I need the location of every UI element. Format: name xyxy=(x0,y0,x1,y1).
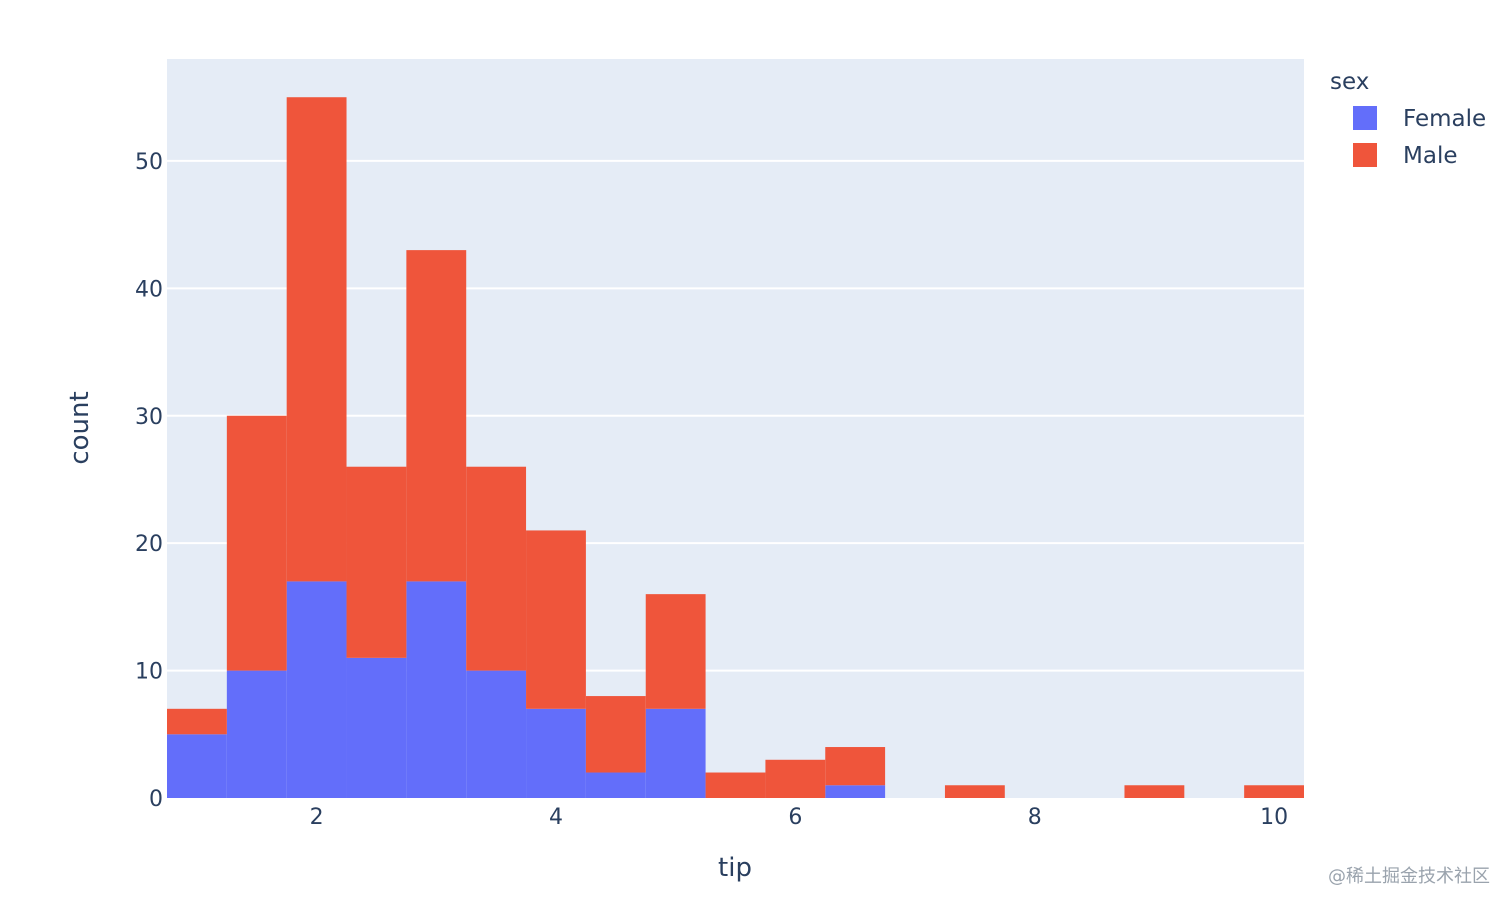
bar-female-bin-11 xyxy=(825,785,886,798)
bar-male-bin-16 xyxy=(1124,785,1185,798)
legend-swatch-female xyxy=(1353,106,1377,130)
legend-swatch-male xyxy=(1353,143,1377,167)
bar-male-bin-7 xyxy=(585,696,646,773)
bar-female-bin-5 xyxy=(466,670,527,798)
legend-title: sex xyxy=(1330,69,1369,95)
x-tick-label: 2 xyxy=(310,805,324,830)
bar-male-bin-18 xyxy=(1244,785,1304,798)
bar-male-bin-3 xyxy=(346,466,407,658)
bar-male-bin-8 xyxy=(645,594,706,709)
x-tick-label: 4 xyxy=(549,805,563,830)
legend-label-female: Female xyxy=(1403,106,1486,132)
bar-female-bin-8 xyxy=(645,708,706,798)
y-tick-label: 20 xyxy=(135,532,163,557)
y-tick-label: 50 xyxy=(135,150,163,175)
bar-female-bin-6 xyxy=(526,708,586,798)
bar-male-bin-1 xyxy=(226,415,287,671)
bar-female-bin-2 xyxy=(286,581,347,798)
bar-male-bin-2 xyxy=(286,97,347,582)
bar-female-bin-7 xyxy=(585,772,646,798)
bar-female-bin-0 xyxy=(167,734,227,798)
bar-male-bin-9 xyxy=(705,772,766,798)
x-axis-title: tip xyxy=(718,853,752,883)
legend-items: Female Male xyxy=(1353,106,1486,169)
bar-male-bin-10 xyxy=(765,759,826,798)
x-tick-label: 6 xyxy=(788,805,802,830)
bar-male-bin-5 xyxy=(466,466,527,671)
y-tick-label: 10 xyxy=(135,660,163,685)
legend: sex Female Male xyxy=(1330,69,1486,169)
bar-female-bin-3 xyxy=(346,657,407,798)
bar-male-bin-6 xyxy=(526,530,586,709)
bar-male-bin-4 xyxy=(406,250,467,582)
bar-male-bin-11 xyxy=(825,747,886,786)
y-tick-label: 30 xyxy=(135,405,163,430)
x-tick-label: 10 xyxy=(1260,805,1288,830)
bar-male-bin-13 xyxy=(944,785,1005,798)
y-axis-ticks: 0 10 20 30 40 50 xyxy=(135,150,163,812)
legend-label-male: Male xyxy=(1403,143,1457,169)
bar-male-bin-0 xyxy=(167,708,227,735)
bar-female-bin-4 xyxy=(406,581,467,798)
y-tick-label: 40 xyxy=(135,277,163,302)
bar-female-bin-1 xyxy=(226,670,287,798)
y-tick-label: 0 xyxy=(149,787,163,812)
y-axis-title: count xyxy=(65,391,95,464)
x-axis-ticks: 2 4 6 8 10 xyxy=(310,805,1288,830)
x-tick-label: 8 xyxy=(1028,805,1042,830)
watermark-text: @稀土掘金技术社区 xyxy=(1328,866,1490,887)
histogram-bars xyxy=(167,97,1304,798)
